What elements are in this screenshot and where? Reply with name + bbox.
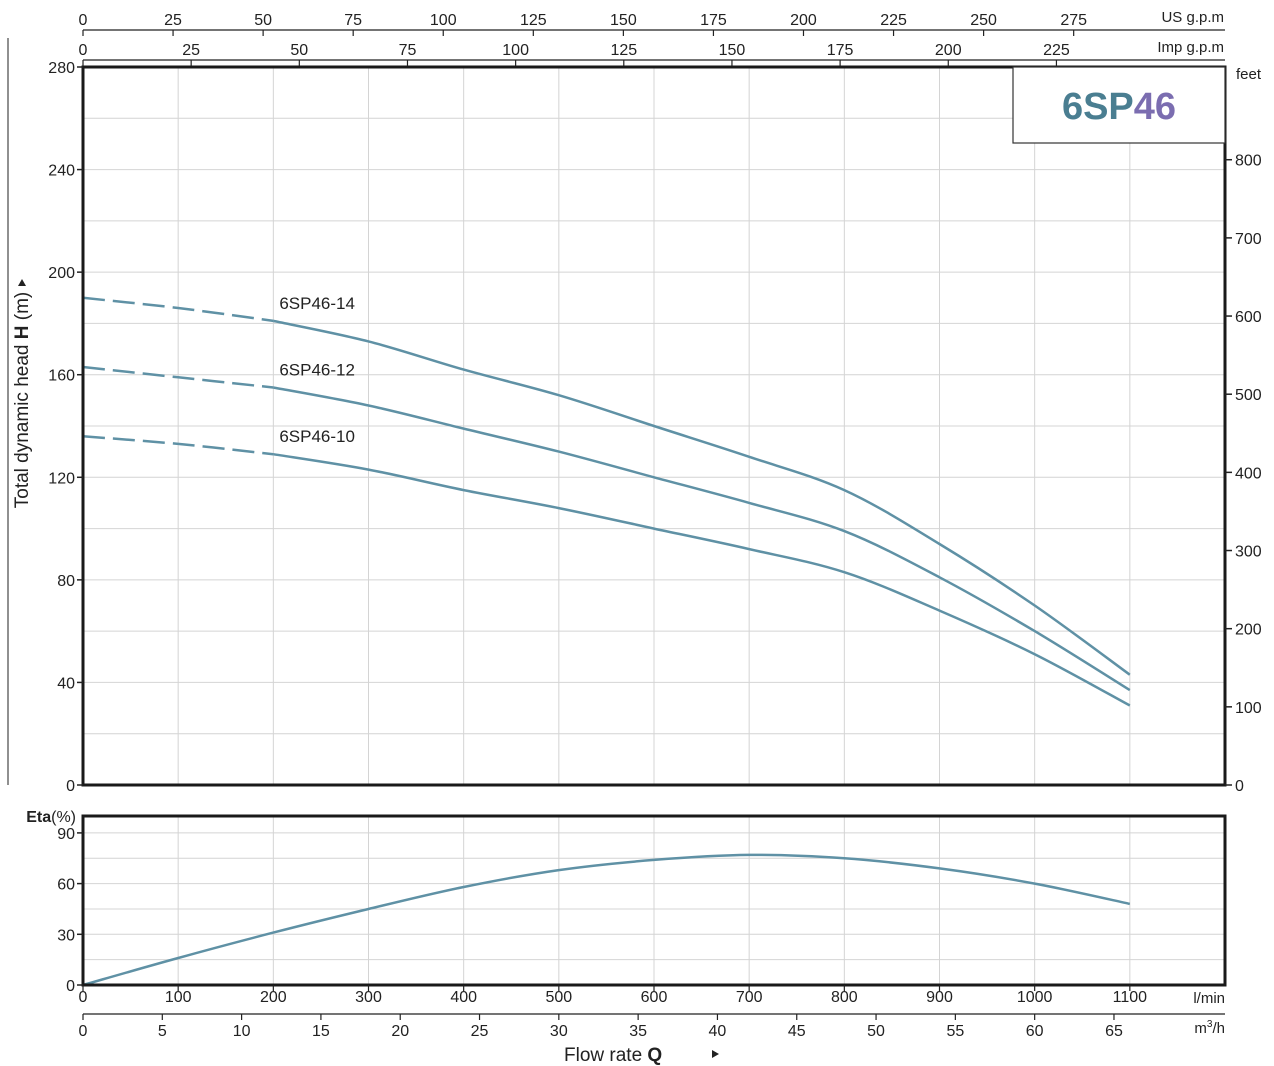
- svg-text:6SP46: 6SP46: [1062, 86, 1176, 128]
- lpm-x-tick-label: 100: [165, 989, 192, 1006]
- m3h-x-tick-label: 10: [233, 1023, 251, 1040]
- eta-y-tick-label: 0: [66, 978, 75, 995]
- head-y-tick-label: 0: [66, 778, 75, 795]
- m3h-x-tick-label: 0: [79, 1023, 88, 1040]
- m3h-x-tick-label: 65: [1105, 1023, 1123, 1040]
- lpm-x-tick-label: 500: [545, 989, 572, 1006]
- feet-y-tick-label: 400: [1235, 465, 1262, 482]
- m3h-x-tick-label: 25: [471, 1023, 489, 1040]
- top-axis-tick-label: 225: [1043, 42, 1070, 59]
- m3h-x-tick-label: 60: [1026, 1023, 1044, 1040]
- top-axis-tick-label: 225: [880, 12, 907, 29]
- top-axis-tick-label: 125: [520, 12, 547, 29]
- m3h-x-tick-label: 45: [788, 1023, 806, 1040]
- m3h-x-tick-label: 50: [867, 1023, 885, 1040]
- top-axis-tick-label: 125: [610, 42, 637, 59]
- m3h-x-tick-label: 15: [312, 1023, 330, 1040]
- head-curve-6SP46-10-dashed: [82, 435, 274, 456]
- m3h-unit-label: m3/h: [1194, 1019, 1225, 1037]
- top-axis-tick-label: 250: [970, 12, 997, 29]
- grid-lines: [82, 67, 1226, 985]
- lpm-x-tick-label: 900: [926, 989, 953, 1006]
- head-y-axis-title: Total dynamic head H (m): [12, 292, 33, 509]
- feet-unit-label: feet: [1236, 66, 1262, 83]
- feet-y-tick-label: 600: [1235, 309, 1262, 326]
- top-axis-unit-label: Imp g.p.m: [1157, 39, 1224, 56]
- top-axis-tick-label: 150: [610, 12, 637, 29]
- top-axis-tick-label: 0: [79, 42, 88, 59]
- head-curve-6SP46-10: [273, 452, 1131, 707]
- series-label: 6SP46-10: [279, 427, 355, 446]
- top-axis-tick-label: 100: [502, 42, 529, 59]
- eta-y-axis-title: Eta(%): [26, 809, 76, 826]
- top-axis-tick-label: 200: [790, 12, 817, 29]
- m3h-x-tick-label: 35: [629, 1023, 647, 1040]
- lpm-x-tick-label: 300: [355, 989, 382, 1006]
- head-plot-frame: [81, 65, 1227, 787]
- head-y-tick-label: 40: [57, 675, 75, 692]
- top-axis-tick-label: 50: [254, 12, 272, 29]
- feet-y-tick-label: 0: [1235, 778, 1244, 795]
- top-axis-tick-label: 25: [164, 12, 182, 29]
- m3h-x-tick-label: 40: [709, 1023, 727, 1040]
- top-axis-tick-label: 50: [290, 42, 308, 59]
- head-curve-6SP46-14-dashed: [82, 296, 274, 323]
- head-y-tick-label: 80: [57, 573, 75, 590]
- top-axis-tick-label: 150: [719, 42, 746, 59]
- m3h-x-tick-label: 5: [158, 1023, 167, 1040]
- performance-curves: [82, 296, 1131, 987]
- top-axis-tick-label: 200: [935, 42, 962, 59]
- head-y-tick-label: 120: [48, 470, 75, 487]
- top-axis-tick-label: 175: [827, 42, 854, 59]
- m3h-x-tick-label: 20: [391, 1023, 409, 1040]
- x-axis-title: Flow rate Q: [564, 1045, 662, 1066]
- head-curve-6SP46-12: [273, 386, 1131, 692]
- head-y-tick-label: 200: [48, 265, 75, 282]
- x-axis-arrow-icon: [712, 1050, 719, 1058]
- lpm-unit-label: l/min: [1193, 990, 1225, 1007]
- lpm-x-tick-label: 200: [260, 989, 287, 1006]
- head-curve-6SP46-12-dashed: [82, 365, 274, 389]
- series-label: 6SP46-14: [279, 294, 355, 313]
- top-axis-tick-label: 175: [700, 12, 727, 29]
- lpm-x-tick-label: 1100: [1113, 989, 1148, 1006]
- badge-text-part2: 46: [1134, 86, 1176, 128]
- badge-text-part1: 6SP: [1062, 86, 1134, 128]
- head-y-tick-label: 160: [48, 368, 75, 385]
- feet-y-tick-label: 100: [1235, 700, 1262, 717]
- lpm-x-tick-label: 700: [736, 989, 763, 1006]
- feet-y-tick-label: 200: [1235, 622, 1262, 639]
- labels: 6SP46-14 6SP46-12 6SP46-10 Total dynamic he…: [12, 279, 719, 1066]
- eta-y-tick-label: 60: [57, 877, 75, 894]
- top-axis-tick-label: 0: [79, 12, 88, 29]
- feet-y-tick-label: 500: [1235, 387, 1262, 404]
- feet-y-tick-label: 300: [1235, 544, 1262, 561]
- lpm-x-tick-label: 1000: [1017, 989, 1053, 1006]
- lpm-x-tick-label: 400: [450, 989, 477, 1006]
- lpm-x-tick-label: 0: [79, 989, 88, 1006]
- top-axis-tick-label: 100: [430, 12, 457, 29]
- eta-y-tick-label: 90: [57, 826, 75, 843]
- top-axis-tick-label: 75: [399, 42, 417, 59]
- head-y-axis-arrow-icon: [18, 279, 26, 286]
- axes: 0408012016020024028001002003004005006007…: [7, 9, 1262, 1040]
- eta-curve: [82, 853, 1131, 987]
- m3h-x-tick-label: 55: [946, 1023, 964, 1040]
- m3h-x-tick-label: 30: [550, 1023, 568, 1040]
- eta-y-tick-label: 30: [57, 927, 75, 944]
- head-y-tick-label: 240: [48, 163, 75, 180]
- feet-y-tick-label: 700: [1235, 231, 1262, 248]
- top-axis-tick-label: 75: [344, 12, 362, 29]
- lpm-x-tick-label: 800: [831, 989, 858, 1006]
- top-axis-unit-label: US g.p.m: [1161, 9, 1224, 26]
- top-axis-tick-label: 275: [1060, 12, 1087, 29]
- feet-y-tick-label: 800: [1235, 153, 1262, 170]
- lpm-x-tick-label: 600: [641, 989, 668, 1006]
- head-curve-6SP46-14: [273, 319, 1131, 676]
- model-badge: 6SP46: [1012, 66, 1226, 144]
- head-y-tick-label: 280: [48, 60, 75, 77]
- series-label: 6SP46-12: [279, 361, 355, 380]
- top-axis-tick-label: 25: [182, 42, 200, 59]
